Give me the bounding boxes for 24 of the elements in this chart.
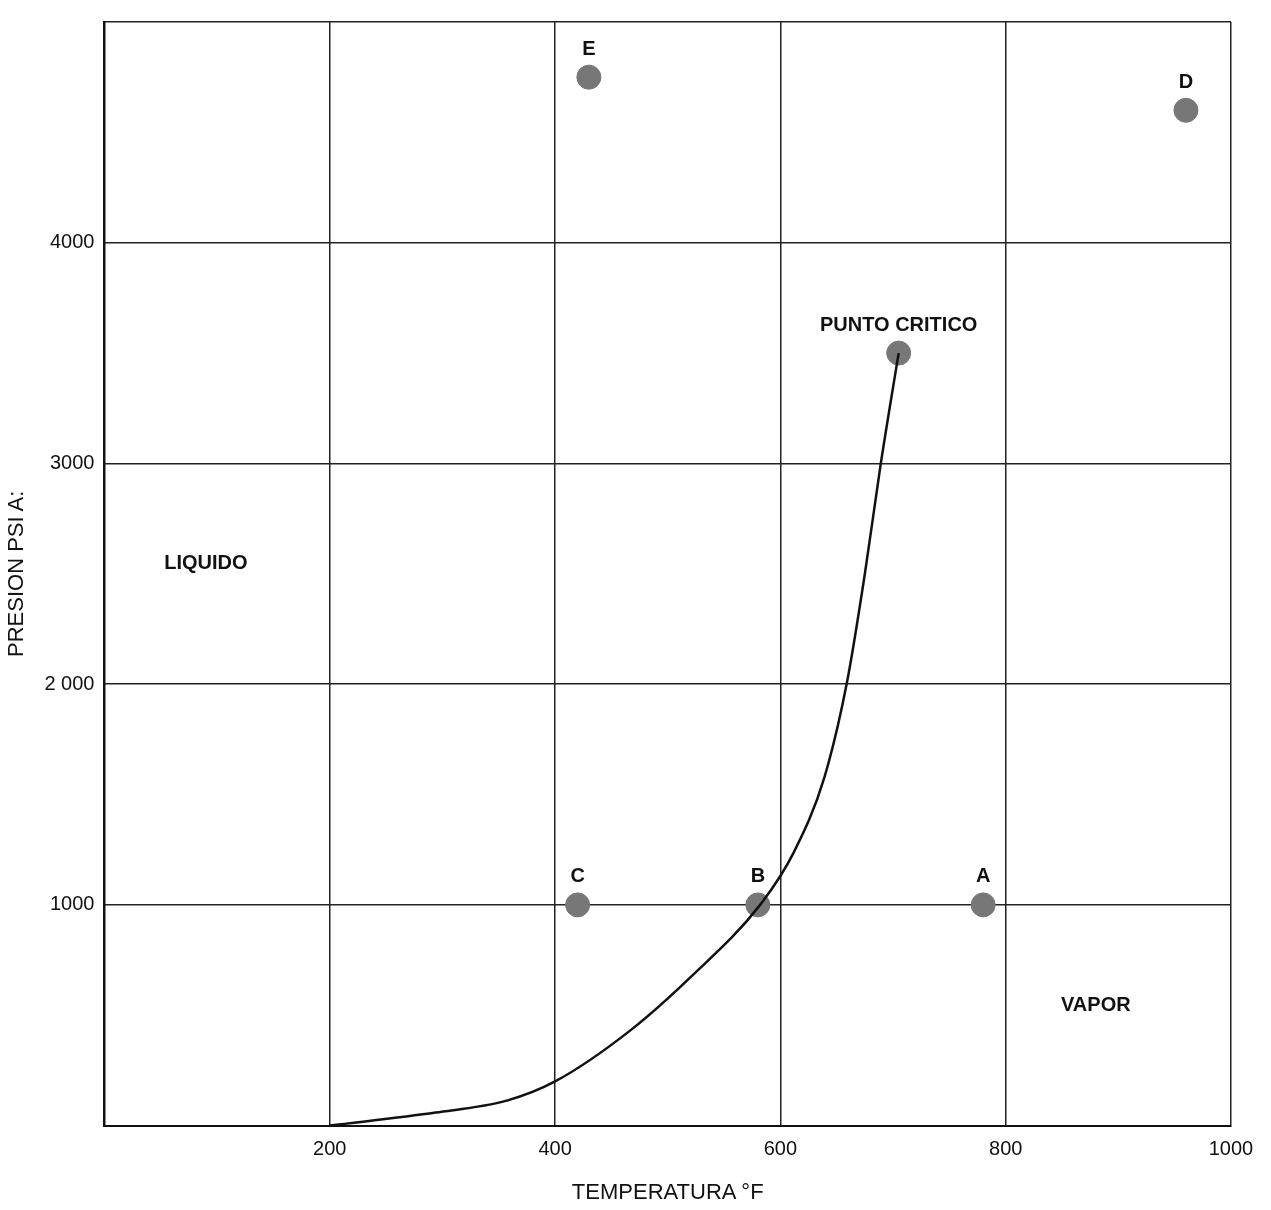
annotation: B [750, 864, 766, 887]
annotation: LIQUIDO [164, 551, 248, 574]
x-tick-label: 400 [538, 1137, 572, 1160]
x-axis-title: TEMPERATURA °F [571, 1178, 764, 1204]
annotation: VAPOR [1060, 992, 1132, 1015]
annotation: C [570, 864, 585, 887]
x-tick-label: 800 [989, 1137, 1023, 1160]
point [886, 340, 912, 366]
x-tick-label: 200 [313, 1137, 347, 1160]
y-tick-label: 4000 [49, 230, 95, 253]
annotation: D [1178, 69, 1194, 92]
point [576, 64, 602, 90]
y-tick-label: 1000 [49, 892, 95, 915]
annotation: PUNTO CRITICO [819, 312, 978, 335]
annotation: A [975, 864, 991, 887]
y-tick-label: 3000 [49, 450, 95, 473]
y-axis-title: PRESION PSI A: [3, 490, 29, 657]
x-tick-label: 1000 [1208, 1137, 1254, 1160]
y-tick-label: 2 000 [44, 671, 95, 694]
x-tick-label: 600 [763, 1137, 798, 1160]
point [565, 892, 591, 918]
annotation: E [582, 36, 596, 59]
point [1173, 97, 1199, 123]
point [970, 892, 996, 918]
